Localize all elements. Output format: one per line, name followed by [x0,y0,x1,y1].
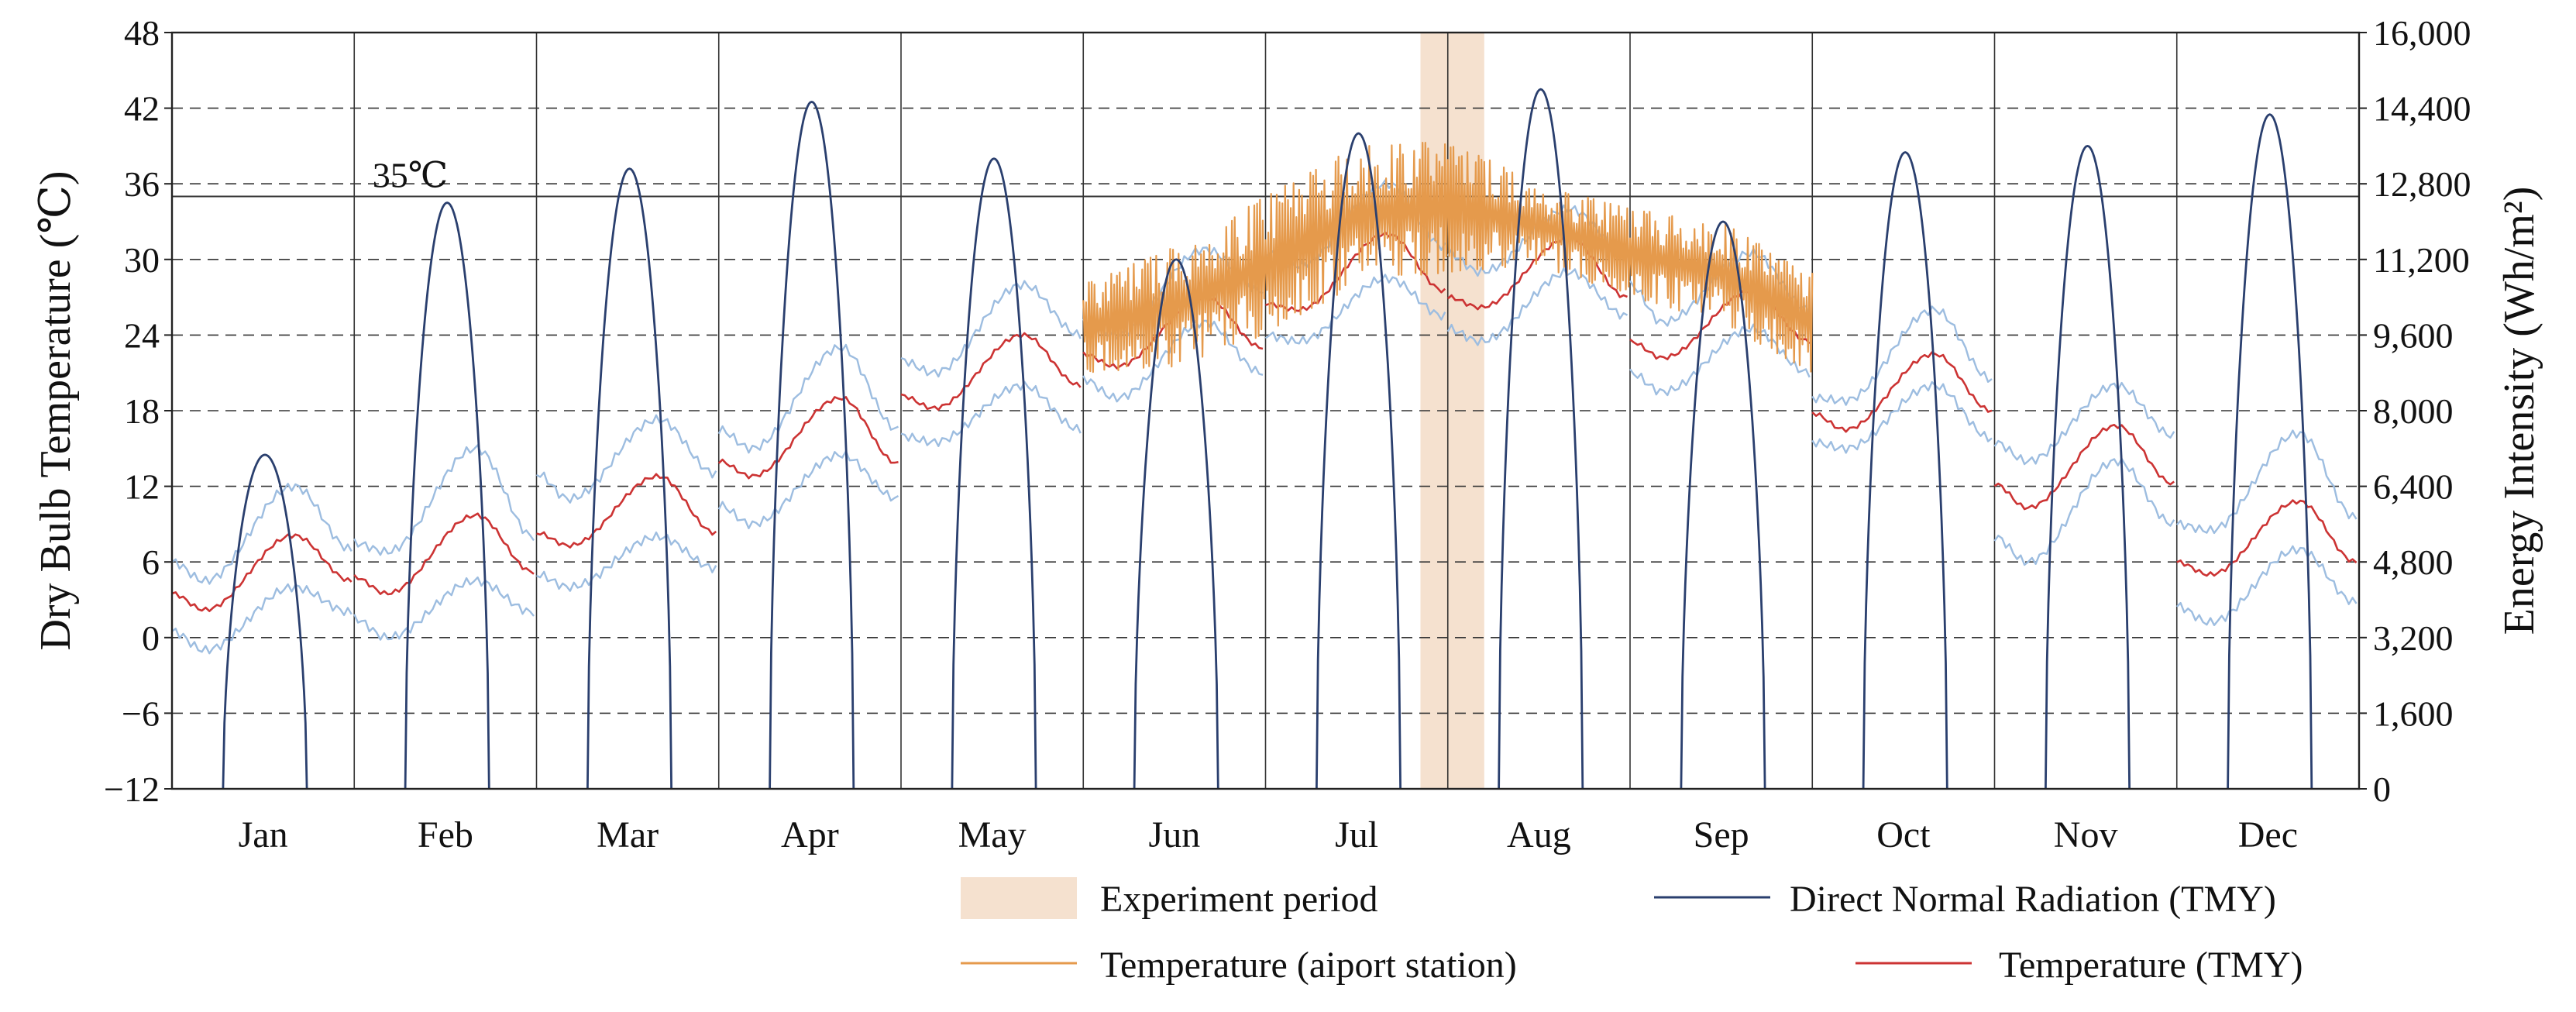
series-band_lower-may [900,380,1082,447]
series-band_lower-apr [717,450,899,529]
y-tick-label: 24 [124,315,160,355]
y2-tick-label: 3,200 [2373,618,2454,658]
series-band_upper-feb [353,444,535,556]
y-tick-label: 48 [124,13,160,53]
x-tick-label-nov: Nov [2054,814,2118,855]
reference-line-label: 35℃ [373,155,448,194]
y2-tick-label: 6,400 [2373,467,2454,507]
series-dnr-jan [222,453,308,790]
y-axis-title: Dry Bulb Temperature (℃) [32,170,80,650]
series-band_lower-nov [1993,457,2175,566]
y-tick-label: 12 [124,467,160,507]
x-tick-label-dec: Dec [2238,814,2298,855]
x-tick-label-apr: Apr [781,814,839,855]
y-tick-label: −12 [104,769,160,809]
series-band_upper-apr [717,343,899,454]
series-band_lower-sep [1629,323,1811,397]
series-band_upper-mar [535,414,717,504]
series-tmy-apr [717,396,899,480]
series-tmy-oct [1811,351,1993,433]
series-band_lower-oct [1811,380,1993,454]
series-tmy-may [900,332,1082,411]
x-tick-label-mar: Mar [597,814,659,855]
y-tick-label: −6 [122,694,160,733]
series-band_upper-dec [2175,429,2358,535]
y2-tick-label: 9,600 [2373,315,2454,355]
series-dnr-sep [1680,220,1766,790]
series-band_lower-mar [536,531,717,592]
series-tmy-feb [353,512,535,596]
series-band_upper-oct [1811,305,1993,406]
series-band_lower-jun [1082,319,1264,403]
series-airport-temperature [1082,142,1814,373]
series-dnr-jun [1133,258,1219,790]
y2-axis-title: Energy Intensity (Wh/m²) [2495,187,2543,635]
series-dnr-mar [586,167,672,790]
series-dnr-dec [2227,113,2313,790]
y-tick-label: 0 [142,618,160,658]
y2-tick-label: 11,200 [2373,240,2470,280]
series-dnr-apr [769,101,855,790]
series-band_lower-aug [1446,267,1628,346]
x-tick-label-sep: Sep [1694,814,1749,855]
y2-tick-label: 4,800 [2373,542,2454,582]
x-tick-label-jul: Jul [1335,814,1378,855]
y-tick-label: 6 [142,542,160,582]
series-dnr-jul [1316,132,1401,790]
x-tick-label-aug: Aug [1507,814,1571,855]
series-band_lower-dec [2175,545,2358,626]
series-band_lower-feb [353,576,535,641]
series-band_upper-may [900,280,1082,378]
series-tmy-nov [1993,423,2175,511]
y2-tick-label: 8,000 [2373,391,2454,431]
y-tick-label: 30 [124,240,160,280]
x-tick-label-may: May [958,814,1027,855]
x-tick-label-jan: Jan [239,814,288,855]
series-band_upper-nov [1993,381,2175,466]
y2-tick-label: 14,400 [2373,89,2471,129]
legend-swatch-experiment-period [961,877,1077,919]
series-dnr-may [951,157,1037,790]
y-tick-label: 36 [124,164,160,204]
series-band_lower-jan [171,583,353,655]
legend-label-exp: Experiment period [1100,879,1378,920]
y2-tick-label: 16,000 [2373,13,2471,53]
series-tmy-aug [1446,235,1628,311]
series-tmy-jan [171,533,353,613]
series-dnr-feb [404,201,490,790]
x-tick-label-jun: Jun [1149,814,1201,855]
x-tick-label-oct: Oct [1876,814,1931,855]
series-band_lower-jul [1264,274,1446,346]
legend-label-tmy: Temperature (TMY) [1999,945,2303,986]
y-tick-label: 18 [124,391,160,431]
series-tmy-dec [2176,499,2358,577]
series-dnr-oct [1862,151,1948,790]
x-tick-label-feb: Feb [418,814,473,855]
series-dnr-nov [2044,144,2131,790]
legend-label-dnr: Direct Normal Radiation (TMY) [1790,879,2276,920]
legend-label-airport: Temperature (aiport station) [1100,945,1517,986]
y2-tick-label: 0 [2373,769,2391,809]
series-band_upper-jan [171,483,353,585]
y2-tick-label: 1,600 [2373,694,2454,733]
y-tick-label: 42 [124,89,160,129]
series-dnr-aug [1498,88,1584,790]
y2-tick-label: 12,800 [2373,164,2471,204]
series-tmy-mar [536,473,717,549]
